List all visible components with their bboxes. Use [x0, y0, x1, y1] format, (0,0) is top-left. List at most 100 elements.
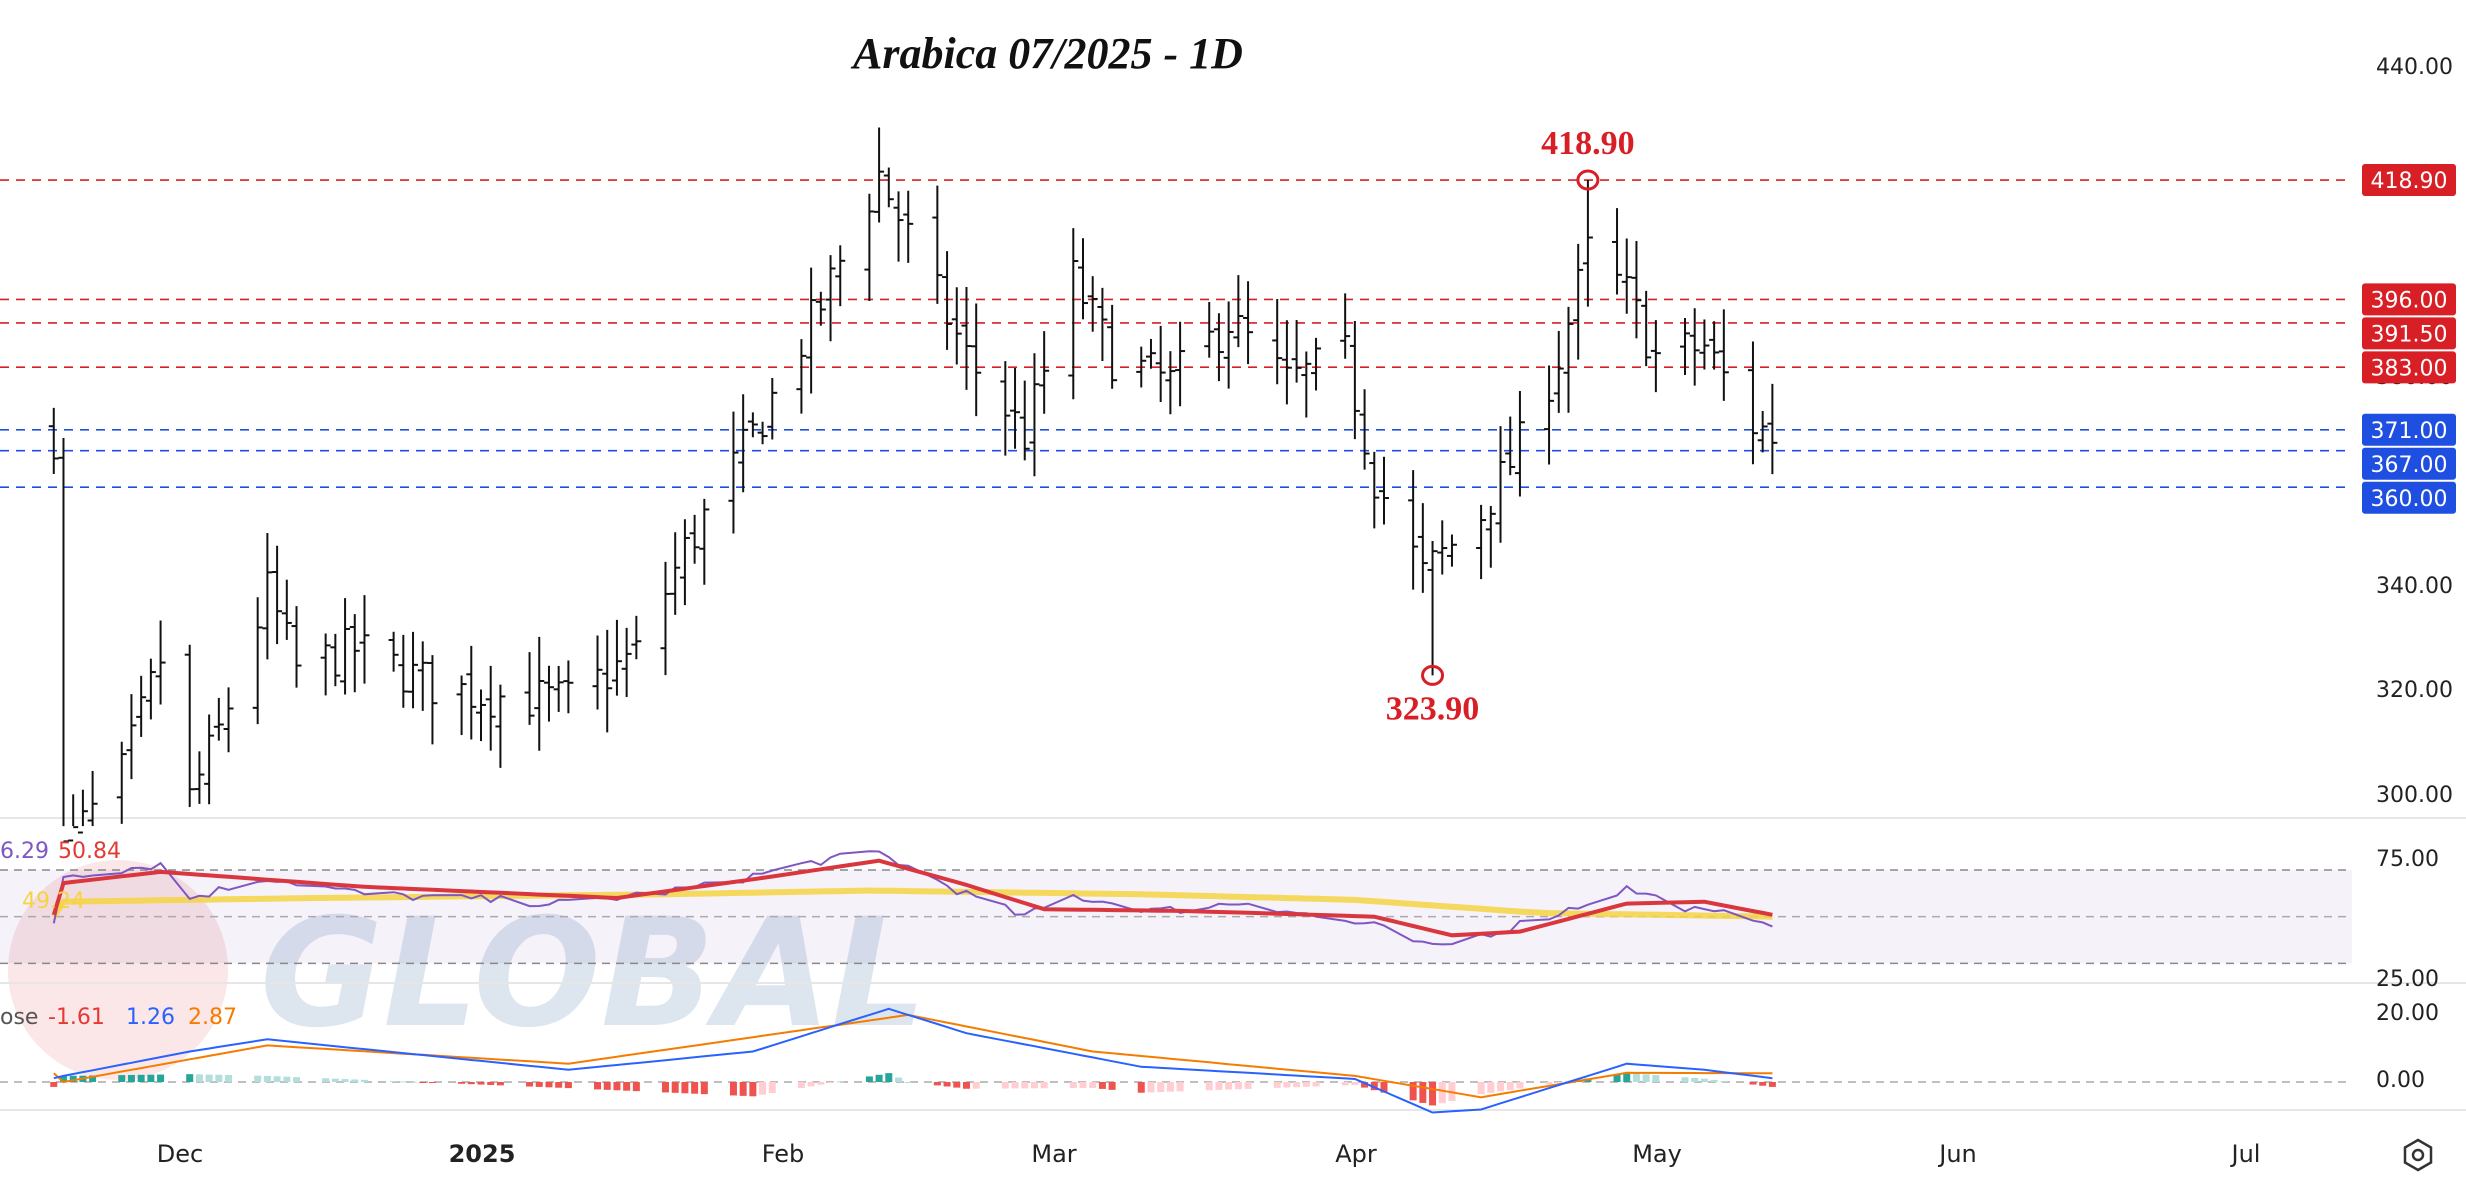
- macd-histogram-bar: [865, 1076, 873, 1082]
- ohlc-bar: [252, 597, 263, 725]
- time-label: Jul: [2230, 1140, 2261, 1168]
- ohlc-bar: [330, 633, 341, 687]
- ohlc-bar: [621, 627, 632, 697]
- macd-histogram-bar: [341, 1079, 349, 1082]
- level-badge-label: 367.00: [2371, 453, 2448, 478]
- watermark-logo-circle: [8, 860, 228, 1080]
- ohlc-bar: [1495, 426, 1506, 543]
- chart-title: Arabica 07/2025 - 1D: [850, 29, 1243, 78]
- ohlc-bar: [611, 619, 622, 696]
- ohlc-bar: [1223, 301, 1234, 389]
- ohlc-bar: [48, 407, 59, 474]
- macd-histogram-bar: [428, 1082, 436, 1083]
- macd-line: [53, 1007, 1773, 1114]
- ohlc-bar: [1097, 287, 1108, 361]
- ohlc-bar: [1019, 380, 1030, 461]
- extreme-label: 418.90: [1541, 125, 1635, 162]
- extreme-marker-low: 323.90: [1386, 664, 1479, 727]
- macd-histogram-bar: [1361, 1082, 1369, 1088]
- ohlc-bar: [699, 498, 710, 585]
- ohlc-bar: [1165, 351, 1176, 415]
- ohlc-bar: [1029, 353, 1040, 477]
- macd-histogram-bar: [1691, 1078, 1699, 1082]
- macd-signal-line: [53, 1013, 1773, 1099]
- macd-histogram-bar: [1021, 1082, 1029, 1089]
- extreme-marker-high: 418.90: [1541, 125, 1635, 191]
- macd-histogram-bar: [933, 1082, 941, 1086]
- macd-histogram-bar: [613, 1082, 621, 1091]
- macd-histogram-bar: [1273, 1082, 1281, 1088]
- ohlc-bar: [1612, 208, 1623, 295]
- macd-histogram-bar: [526, 1082, 534, 1087]
- ohlc-bar: [476, 689, 486, 742]
- ohlc-bar: [796, 339, 807, 414]
- ohlc-bar: [592, 635, 603, 710]
- macd-histogram-bar: [1069, 1082, 1077, 1089]
- level-badge: 383.00: [2362, 351, 2456, 384]
- level-badge-bg: [2362, 447, 2456, 480]
- macd-histogram-bar: [875, 1074, 883, 1082]
- ohlc-bar: [1485, 505, 1496, 568]
- macd-histogram-bar: [1137, 1082, 1145, 1093]
- gear-icon[interactable]: [2403, 1138, 2433, 1172]
- level-badge-bg: [2362, 481, 2456, 514]
- macd-histogram-bar: [1652, 1075, 1660, 1082]
- ohlc-bar: [1340, 293, 1351, 359]
- ohlc-bar: [563, 660, 574, 714]
- macd-panel: ose -1.61 1.26 2.87 20.00 0.00: [0, 1001, 2439, 1114]
- macd-histogram: [50, 1072, 1776, 1106]
- macd-histogram-bar: [691, 1082, 699, 1094]
- rsi-line: [52, 850, 1773, 946]
- ohlc-bar: [1553, 331, 1564, 413]
- ohlc-bar: [408, 631, 419, 709]
- rsi-tick: 75.00: [2376, 847, 2439, 872]
- macd-histogram-bar: [1623, 1072, 1631, 1082]
- macd-histogram-bar: [263, 1075, 271, 1082]
- macd-histogram-bar: [535, 1082, 543, 1087]
- ohlc-bar: [1175, 321, 1186, 407]
- macd-histogram-bar: [895, 1077, 903, 1082]
- macd-histogram-bar: [1477, 1082, 1485, 1095]
- ohlc-bar: [1039, 331, 1050, 414]
- ohlc-bar: [1408, 470, 1419, 590]
- ohlc-bar: [485, 665, 496, 751]
- extreme-markers: 418.90 323.90: [1386, 125, 1635, 727]
- ohlc-bar: [1621, 238, 1632, 314]
- ohlc-bar: [1689, 308, 1700, 386]
- macd-histogram-bar: [749, 1082, 757, 1097]
- macd-histogram-bar: [1768, 1082, 1776, 1087]
- level-badge-label: 391.50: [2371, 322, 2448, 347]
- level-badge-bg: [2362, 413, 2456, 446]
- ohlc-bar: [116, 741, 127, 824]
- ohlc-bar: [1641, 290, 1652, 367]
- ohlc-bar: [1631, 240, 1642, 339]
- ohlc-bar: [1301, 351, 1312, 418]
- ohlc-bar: [495, 684, 506, 768]
- time-label: Apr: [1335, 1140, 1377, 1168]
- ohlc-bar: [359, 595, 370, 684]
- macd-histogram-bar: [681, 1082, 689, 1094]
- ohlc-bar: [204, 714, 215, 805]
- macd-histogram-bar: [1089, 1082, 1097, 1088]
- macd-histogram-bar: [1409, 1082, 1417, 1101]
- price-tick: 300.00: [2376, 783, 2453, 808]
- macd-histogram-bar: [1312, 1082, 1320, 1087]
- level-badge-bg: [2362, 164, 2456, 197]
- macd-histogram-bar: [661, 1082, 669, 1093]
- rsi-tick: 25.00: [2376, 967, 2439, 992]
- ohlc-bar: [1767, 383, 1778, 475]
- ohlc-bar: [1068, 228, 1079, 400]
- macd-histogram-bar: [458, 1082, 466, 1084]
- rsi-panel: 6.29 50.84 49.24 75.00 25.00: [0, 839, 2439, 992]
- ohlc-bar: [942, 251, 953, 350]
- ohlc-bar: [1155, 325, 1166, 402]
- ohlc-bar: [1369, 451, 1380, 529]
- macd-histogram-bar: [351, 1079, 359, 1082]
- rsi-value-label: 6.29: [0, 839, 49, 864]
- price-bars: [48, 127, 1778, 843]
- ohlc-bar: [340, 598, 351, 695]
- level-badge-label: 418.90: [2371, 169, 2448, 194]
- macd-histogram-bar: [700, 1082, 708, 1095]
- macd-histogram-bar: [487, 1082, 495, 1085]
